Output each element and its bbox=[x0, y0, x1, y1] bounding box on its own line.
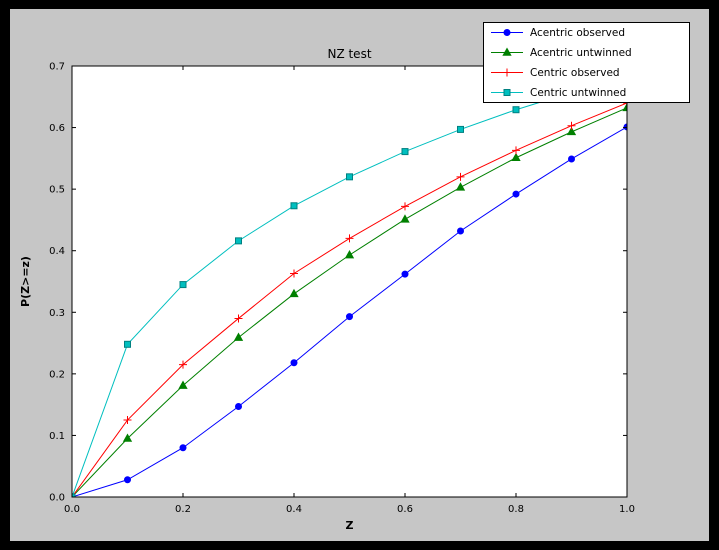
plot-layer: 0.0 0.2 0.4 0.6 0.8 1.0 0.0 0.1 0.2 0.3 0.4 0.5 0.6 0… bbox=[49, 62, 635, 516]
series-triangle-marker bbox=[178, 380, 188, 389]
nz-test-chart: 0.0 0.2 0.4 0.6 0.8 1.0 0.0 0.1 0.2 0.3 0.4 0.5 0.6 0… bbox=[19, 22, 690, 532]
y-axis-label: P(Z>=z) bbox=[19, 256, 32, 307]
legend-label: Centric untwinned bbox=[530, 87, 626, 99]
series-triangle-marker bbox=[455, 182, 466, 191]
series-circle-marker bbox=[124, 476, 131, 484]
legend-label: Acentric observed bbox=[530, 27, 625, 39]
series-circle-marker bbox=[179, 444, 187, 452]
series-plus-marker bbox=[234, 314, 243, 323]
series-plus-marker bbox=[456, 172, 465, 181]
legend-circle-marker bbox=[503, 29, 511, 36]
legend-square-marker bbox=[503, 89, 511, 96]
series-plus-marker bbox=[123, 416, 132, 425]
series-square-marker bbox=[290, 202, 298, 210]
series-circle-marker bbox=[623, 123, 627, 131]
series-circle-marker bbox=[512, 190, 520, 198]
series-square-marker bbox=[346, 173, 353, 181]
x-tick-label: 0.2 bbox=[175, 504, 191, 515]
series-square-marker bbox=[457, 125, 464, 133]
legend-triangle-marker bbox=[502, 47, 512, 56]
legend-box bbox=[483, 22, 690, 103]
series-square-marker bbox=[512, 106, 520, 114]
series-plus-marker bbox=[345, 234, 354, 243]
y-tick-label: 0.3 bbox=[49, 308, 65, 319]
x-tick-label: 1.0 bbox=[619, 504, 635, 515]
y-tick-label: 0.4 bbox=[49, 246, 65, 257]
series-square-marker bbox=[124, 340, 131, 348]
series-plus-marker bbox=[179, 360, 187, 369]
series-triangle-marker bbox=[289, 288, 299, 298]
legend-item-centric-untwinned: Centric untwinned bbox=[491, 87, 626, 99]
legend: Acentric observed Acentric untwinned Centr… bbox=[483, 22, 690, 103]
series-plus-marker bbox=[512, 146, 520, 155]
series-circle-marker bbox=[290, 359, 298, 367]
series-square-marker bbox=[72, 493, 76, 497]
legend-item-acentric-untwinned: Acentric untwinned bbox=[491, 47, 632, 59]
series-triangle-marker bbox=[511, 152, 521, 162]
series-circle-marker bbox=[457, 227, 464, 235]
series-plus-marker bbox=[290, 269, 298, 278]
y-tick-label: 0.2 bbox=[49, 369, 65, 380]
legend-label: Centric observed bbox=[530, 67, 620, 79]
y-tick-label: 0.7 bbox=[49, 62, 65, 73]
x-tick-label: 0.4 bbox=[286, 504, 302, 515]
plot-frame bbox=[71, 65, 628, 498]
plot-area bbox=[72, 66, 627, 497]
chart-title: NZ test bbox=[327, 47, 371, 61]
y-tick-label: 0.1 bbox=[49, 431, 65, 442]
series-square-marker bbox=[235, 237, 242, 245]
legend-label: Acentric untwinned bbox=[530, 47, 632, 59]
x-tick-label: 0.8 bbox=[508, 504, 524, 515]
legend-plus-marker bbox=[503, 68, 511, 77]
y-tick-label: 0.0 bbox=[49, 493, 65, 504]
series-acentric-observed bbox=[72, 123, 627, 497]
series-triangle-marker bbox=[344, 249, 355, 259]
figure-canvas: 0.0 0.2 0.4 0.6 0.8 1.0 0.0 0.1 0.2 0.3 0.4 0.5 0.6 0… bbox=[10, 9, 709, 541]
x-axis-label: Z bbox=[346, 519, 354, 532]
x-tick-label: 0.6 bbox=[397, 504, 413, 515]
series-triangle-marker bbox=[233, 332, 244, 341]
series-circle-marker bbox=[235, 402, 242, 410]
series-circle-marker bbox=[401, 270, 409, 278]
series-square-marker bbox=[179, 281, 187, 289]
series-square-marker bbox=[401, 148, 409, 156]
x-tick-label: 0.0 bbox=[64, 504, 80, 515]
legend-item-centric-observed: Centric observed bbox=[491, 67, 620, 79]
series-triangle-marker bbox=[566, 126, 577, 136]
series-triangle-marker bbox=[622, 102, 627, 112]
series-circle-marker bbox=[346, 313, 353, 321]
series-triangle-marker bbox=[400, 214, 410, 223]
series-plus-marker bbox=[401, 202, 409, 211]
series-triangle-marker bbox=[122, 433, 133, 442]
y-tick-label: 0.5 bbox=[49, 185, 65, 196]
legend-item-acentric-observed: Acentric observed bbox=[491, 27, 625, 39]
series-circle-marker bbox=[568, 155, 575, 163]
y-tick-label: 0.6 bbox=[49, 123, 65, 134]
series-plus-marker bbox=[567, 121, 576, 130]
series-acentric-untwinned bbox=[72, 102, 627, 497]
